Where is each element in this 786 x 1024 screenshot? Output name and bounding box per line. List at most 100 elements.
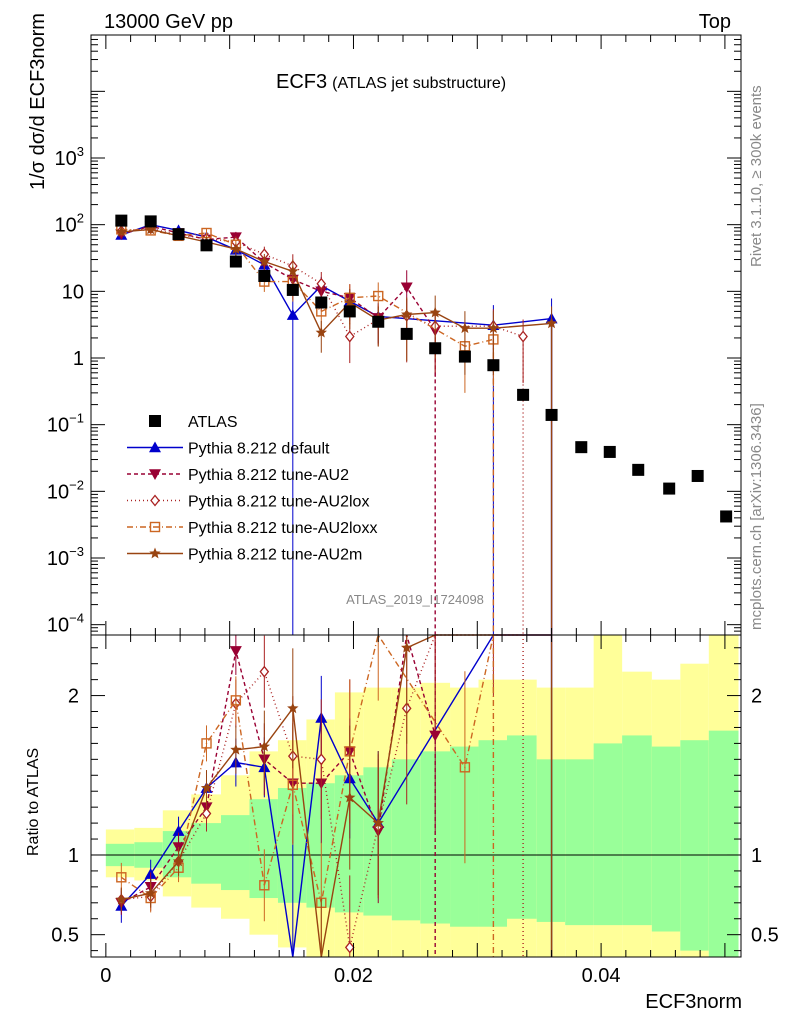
atlas-data-point (545, 408, 558, 421)
series-point (315, 326, 327, 338)
green-band-bin (249, 799, 278, 899)
series-main-line (121, 223, 552, 326)
legend-label: Pythia 8.212 tune-AU2lox (188, 494, 369, 511)
green-band-bin (191, 823, 221, 884)
y-tick-label: 102 (55, 211, 84, 237)
atlas-data-point (603, 445, 616, 458)
legend-label: Pythia 8.212 tune-AU2m (188, 547, 362, 564)
legend-marker (149, 547, 161, 559)
series-ratio-point (172, 855, 185, 867)
series-ratio-point (344, 941, 355, 954)
series-point (459, 322, 471, 334)
y-tick-label: 10−1 (47, 411, 84, 437)
legend-label: Pythia 8.212 tune-AU2loxx (188, 520, 377, 537)
ratio-tick-label: 1 (68, 845, 79, 867)
atlas-data-point (315, 296, 328, 309)
series-ratio-line (120, 634, 436, 904)
series-ratio-point (115, 893, 127, 905)
x-tick-label: 0 (100, 965, 111, 987)
ratio-tick-label-right: 0.5 (751, 925, 779, 947)
atlas-data-point (115, 214, 128, 227)
ratio-tick-label: 0.5 (51, 925, 79, 947)
y-tick-label: 10−4 (47, 611, 84, 637)
analysis-watermark: ATLAS_2019_I1724098 (346, 592, 484, 607)
series-ratio-point (230, 695, 242, 706)
series-ratio-line (120, 634, 552, 958)
atlas-data-point (400, 327, 413, 340)
header-energy-label: 13000 GeV pp (104, 11, 233, 33)
ratio-panel-frame (90, 634, 742, 958)
series-ratio-point (230, 743, 242, 755)
series-point (316, 277, 327, 290)
series-ratio-point (172, 825, 185, 836)
series-ratio-point (229, 646, 242, 657)
x-axis-label: ECF3norm (645, 991, 742, 1013)
series-ratio-point (201, 807, 212, 820)
green-band-bin (221, 815, 250, 891)
series-main-line (121, 225, 436, 331)
series-ratio-point (259, 880, 270, 891)
legend-entry-1: Pythia 8.212 default (127, 441, 330, 458)
series-point (400, 282, 413, 294)
series-main-line (121, 228, 552, 334)
atlas-data-point (258, 269, 271, 282)
y-tick-label: 103 (55, 144, 84, 170)
atlas-data-point (691, 469, 704, 482)
green-band-bin (651, 746, 681, 932)
ratio-tick-label-right: 2 (751, 686, 762, 708)
rivet-version-label: Rivet 3.1.10, ≥ 300k events (748, 85, 765, 267)
series-ratio-point (401, 641, 413, 653)
legend-label: Pythia 8.212 tune-AU2 (188, 467, 349, 484)
series-point (287, 265, 299, 277)
y-tick-label: 10−2 (47, 477, 84, 503)
y-axis-main-label: 1/σ dσ/d ECF3norm (27, 13, 49, 190)
series-point (545, 317, 558, 329)
series-point (429, 306, 441, 318)
legend-marker (150, 494, 160, 507)
x-tick-label: 0.02 (334, 965, 373, 987)
series-point (373, 290, 384, 302)
series-point (115, 225, 127, 237)
legend-entry-atlas: ATLAS (149, 414, 238, 431)
y-tick-label: 1 (73, 348, 84, 370)
atlas-data-point (372, 315, 385, 328)
y-axis-ratio-label: Ratio to ATLAS (25, 748, 42, 856)
plot-title: ECF3 (ATLAS jet substructure) (276, 71, 506, 93)
green-band-bin (507, 735, 537, 919)
series-ratio-point (459, 762, 471, 773)
legend-marker (149, 469, 161, 480)
atlas-data-point (172, 228, 185, 241)
atlas-data-point (632, 463, 645, 476)
y-tick-label: 10−3 (47, 544, 84, 570)
axes-layer: 0 0.02 0.04 10−4 10−3 10−2 10−1 1 10 102 103 0.5 0.5… (47, 34, 779, 987)
atlas-data-point (458, 350, 471, 363)
legend-entry-3: Pythia 8.212 tune-AU2lox (127, 494, 369, 511)
series-point (518, 330, 528, 343)
main-panel-frame (90, 34, 742, 636)
series-point (230, 243, 242, 254)
series-point (401, 308, 413, 320)
atlas-data-point (229, 255, 242, 268)
atlas-data-point (663, 482, 676, 495)
header-process-label: Top (699, 11, 731, 33)
series-point (258, 255, 270, 267)
series-ratio-point (258, 740, 270, 752)
atlas-data-point (487, 359, 500, 372)
x-tick-label: 0.04 (582, 965, 621, 987)
y-tick-label: 10 (62, 281, 84, 303)
series-point (344, 330, 355, 343)
series-point (344, 296, 356, 308)
series-ratio-point (316, 753, 327, 766)
atlas-data-point (720, 510, 733, 523)
series-ratio-point (287, 779, 299, 791)
series-ratio-point (287, 702, 299, 714)
atlas-data-point (429, 342, 442, 355)
series-ratio-point (259, 665, 270, 678)
series-point (145, 223, 157, 235)
atlas-data-point (517, 388, 530, 401)
legend-label: Pythia 8.212 default (188, 441, 330, 458)
green-band-bin (391, 759, 421, 921)
green-band-bin (363, 767, 392, 916)
atlas-data-point (144, 215, 157, 228)
